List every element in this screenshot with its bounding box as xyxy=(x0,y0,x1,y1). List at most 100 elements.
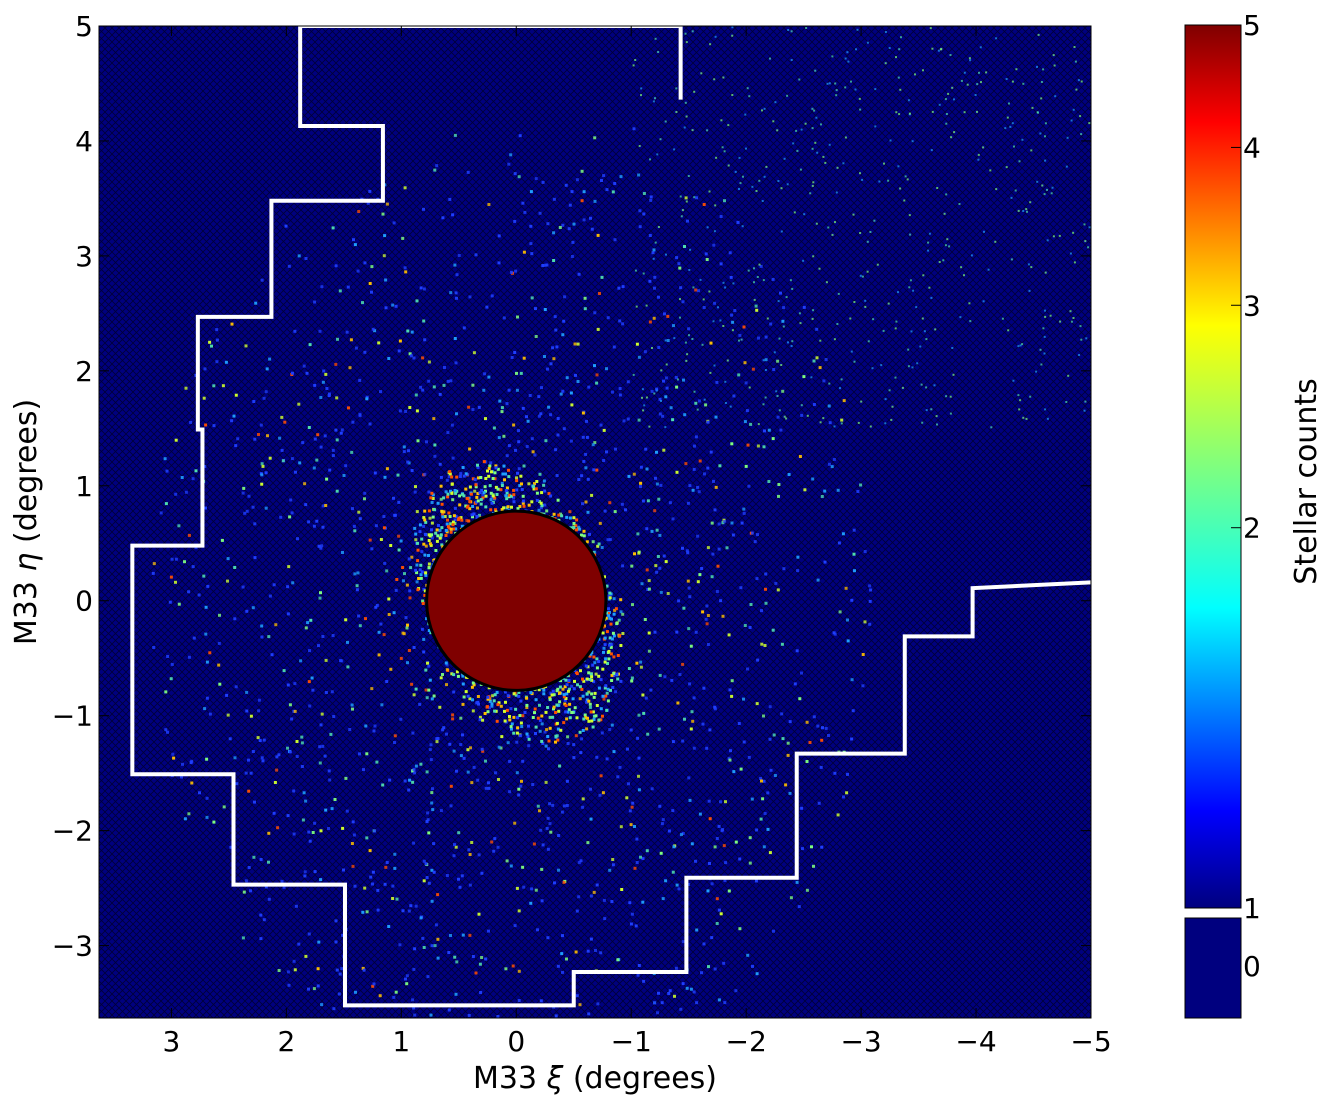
count-pixel xyxy=(430,491,434,495)
count-pixel xyxy=(642,979,646,983)
count-pixel xyxy=(410,682,414,686)
count-pixel xyxy=(840,422,843,425)
count-pixel xyxy=(533,482,536,486)
count-pixel xyxy=(286,970,290,974)
count-pixel xyxy=(409,566,413,570)
count-pixel xyxy=(403,266,407,270)
count-pixel xyxy=(432,385,436,389)
count-pixel xyxy=(538,809,541,813)
count-pixel xyxy=(691,129,694,132)
count-pixel xyxy=(639,660,643,664)
count-pixel xyxy=(960,266,963,269)
count-pixel xyxy=(491,694,495,698)
count-pixel xyxy=(197,593,201,597)
count-pixel xyxy=(529,224,533,228)
count-pixel xyxy=(515,476,518,480)
count-pixel xyxy=(190,759,194,763)
count-pixel xyxy=(559,392,563,396)
count-pixel xyxy=(586,510,590,514)
count-pixel xyxy=(434,531,438,535)
count-pixel xyxy=(687,327,691,331)
count-pixel xyxy=(387,597,391,601)
count-pixel xyxy=(765,165,768,168)
count-pixel xyxy=(539,412,543,416)
count-pixel xyxy=(689,727,693,731)
count-pixel xyxy=(907,348,910,351)
count-pixel xyxy=(518,484,522,488)
count-pixel xyxy=(664,339,667,342)
count-pixel xyxy=(311,688,315,692)
count-pixel xyxy=(776,395,779,397)
count-pixel xyxy=(474,485,478,489)
count-pixel xyxy=(802,259,805,262)
count-pixel xyxy=(536,716,540,720)
count-pixel xyxy=(944,244,947,247)
count-pixel xyxy=(810,845,813,849)
count-pixel xyxy=(321,504,325,508)
count-pixel xyxy=(422,524,426,528)
count-pixel xyxy=(713,967,717,971)
count-pixel xyxy=(474,253,478,257)
count-pixel xyxy=(525,732,529,736)
count-pixel xyxy=(261,759,265,763)
count-pixel xyxy=(345,330,349,334)
count-pixel xyxy=(850,598,854,602)
count-pixel xyxy=(635,342,639,346)
count-pixel xyxy=(551,715,555,719)
count-pixel xyxy=(1006,116,1009,119)
count-pixel xyxy=(569,439,573,443)
count-pixel xyxy=(520,482,523,486)
count-pixel xyxy=(645,849,649,853)
count-pixel xyxy=(205,757,209,761)
count-pixel xyxy=(850,350,853,353)
count-pixel xyxy=(382,633,386,637)
count-pixel xyxy=(484,957,488,961)
count-pixel xyxy=(589,937,593,941)
count-pixel xyxy=(449,804,453,808)
count-pixel xyxy=(506,694,510,698)
count-pixel xyxy=(637,355,641,359)
count-pixel xyxy=(702,686,706,690)
count-pixel xyxy=(283,420,287,424)
count-pixel xyxy=(323,434,327,438)
count-pixel xyxy=(357,210,361,213)
count-pixel xyxy=(707,799,711,803)
count-pixel xyxy=(906,178,909,181)
count-pixel xyxy=(710,882,714,886)
count-pixel xyxy=(215,360,219,364)
count-pixel xyxy=(450,672,454,676)
count-pixel xyxy=(712,243,716,247)
count-pixel xyxy=(574,950,578,954)
count-pixel xyxy=(596,544,600,548)
count-pixel xyxy=(351,507,354,511)
count-pixel xyxy=(833,338,836,341)
count-pixel xyxy=(727,633,731,637)
count-pixel xyxy=(554,1014,558,1018)
count-pixel xyxy=(487,203,491,206)
count-pixel xyxy=(602,650,605,654)
count-pixel xyxy=(414,485,417,489)
count-pixel xyxy=(292,789,296,793)
count-pixel xyxy=(303,870,307,874)
count-pixel xyxy=(617,286,621,290)
count-pixel xyxy=(585,540,589,544)
count-pixel xyxy=(826,82,829,85)
count-pixel xyxy=(357,510,361,514)
count-pixel xyxy=(507,475,511,479)
count-pixel xyxy=(291,581,295,585)
count-pixel xyxy=(336,337,339,341)
count-pixel xyxy=(395,897,399,901)
count-pixel xyxy=(317,544,321,548)
count-pixel xyxy=(600,1056,603,1059)
count-pixel xyxy=(569,391,573,395)
count-pixel xyxy=(433,454,437,458)
count-pixel xyxy=(399,656,403,660)
count-pixel xyxy=(484,786,488,790)
count-pixel xyxy=(532,485,536,489)
count-pixel xyxy=(708,190,711,193)
count-pixel xyxy=(529,190,533,194)
count-pixel xyxy=(1040,97,1043,100)
count-pixel xyxy=(880,364,883,367)
count-pixel xyxy=(951,347,954,349)
